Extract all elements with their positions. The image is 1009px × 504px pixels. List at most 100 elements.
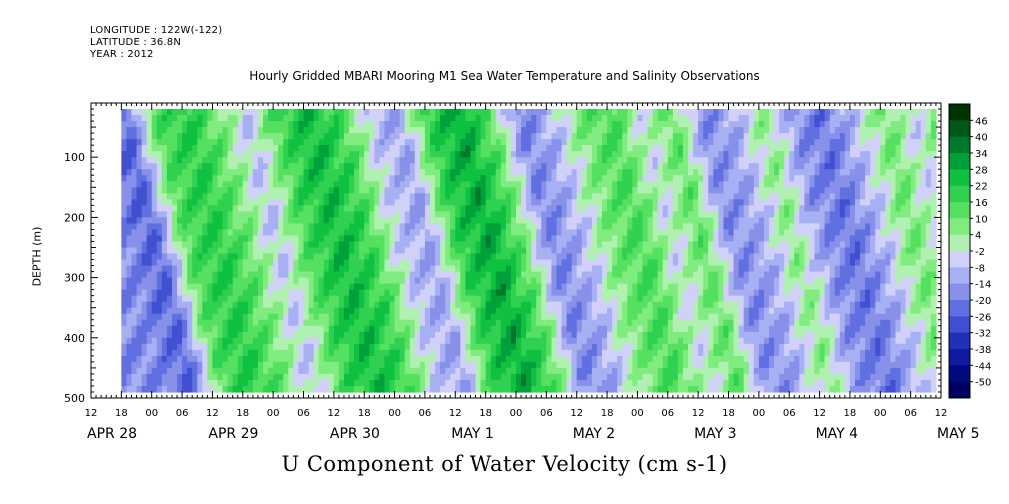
heatmap-cell — [354, 241, 360, 249]
heatmap-cell — [202, 205, 208, 212]
heatmap-cell — [359, 163, 365, 170]
heatmap-cell — [571, 145, 578, 152]
heatmap-cell — [495, 319, 502, 327]
heatmap-cell — [232, 109, 239, 116]
heatmap-cell — [480, 151, 487, 158]
heatmap-cell — [182, 229, 188, 237]
heatmap-cell — [581, 379, 588, 387]
heatmap-cell — [273, 313, 279, 321]
heatmap-cell — [470, 283, 477, 291]
heatmap-cell — [338, 313, 345, 321]
heatmap-cell — [602, 223, 608, 231]
heatmap-cell — [288, 361, 294, 369]
heatmap-cell — [298, 337, 305, 345]
heatmap-cell — [364, 139, 370, 146]
heatmap-cell — [596, 265, 603, 273]
heatmap-cell — [146, 253, 153, 261]
heatmap-cell — [318, 259, 325, 267]
heatmap-cell — [308, 313, 315, 321]
heatmap-cell — [222, 169, 229, 176]
heatmap-cell — [510, 223, 517, 231]
heatmap-cell — [591, 379, 598, 387]
heatmap-cell — [566, 337, 573, 345]
heatmap-cell — [343, 151, 350, 158]
heatmap-cell — [596, 355, 603, 363]
heatmap-cell — [359, 121, 365, 128]
heatmap-cell — [627, 235, 633, 243]
heatmap-cell — [409, 241, 416, 249]
heatmap-cell — [419, 235, 426, 243]
heatmap-cell — [161, 109, 168, 116]
heatmap-cell — [161, 349, 168, 357]
heatmap-cell — [657, 127, 664, 134]
heatmap-cell — [202, 385, 208, 393]
heatmap-cell — [612, 115, 618, 122]
heatmap-cell — [354, 229, 360, 237]
heatmap-cell — [141, 283, 148, 291]
heatmap-cell — [217, 193, 224, 200]
heatmap-cell — [369, 157, 375, 164]
heatmap-cell — [536, 115, 542, 122]
heatmap-cell — [419, 163, 426, 170]
heatmap-cell — [207, 313, 214, 321]
heatmap-cell — [379, 181, 386, 188]
heatmap-cell — [237, 289, 244, 297]
heatmap-cell — [303, 211, 310, 218]
heatmap-cell — [384, 193, 391, 200]
heatmap-cell — [622, 313, 628, 321]
heatmap-cell — [652, 133, 659, 140]
heatmap-cell — [171, 385, 178, 393]
heatmap-cell — [510, 301, 517, 309]
heatmap-cell — [197, 247, 203, 255]
heatmap-cell — [622, 343, 628, 351]
heatmap-cell — [419, 271, 426, 279]
heatmap-cell — [521, 211, 527, 218]
heatmap-cell — [131, 193, 138, 200]
heatmap-cell — [343, 121, 350, 128]
heatmap-cell — [516, 361, 522, 369]
heatmap-cell — [192, 121, 198, 128]
heatmap-cell — [349, 169, 355, 176]
heatmap-cell — [308, 301, 315, 309]
heatmap-cell — [298, 187, 305, 194]
heatmap-cell — [429, 121, 436, 128]
heatmap-cell — [627, 385, 633, 393]
heatmap-cell — [338, 265, 345, 273]
heatmap-cell — [338, 139, 345, 146]
heatmap-cell — [596, 175, 603, 182]
heatmap-cell — [536, 349, 542, 357]
heatmap-cell — [576, 145, 583, 152]
heatmap-cell — [495, 277, 502, 285]
heatmap-cell — [263, 367, 269, 375]
heatmap-cell — [399, 283, 406, 291]
heatmap-cell — [455, 319, 461, 327]
heatmap-cell — [303, 145, 310, 152]
heatmap-cell — [328, 211, 335, 218]
heatmap-cell — [526, 385, 532, 393]
heatmap-cell — [576, 151, 583, 158]
heatmap-cell — [298, 175, 305, 182]
heatmap-cell — [389, 133, 396, 140]
heatmap-cell — [278, 139, 284, 146]
heatmap-cell — [197, 355, 203, 363]
heatmap-cell — [526, 313, 532, 321]
heatmap-cell — [586, 139, 593, 146]
heatmap-cell — [384, 277, 391, 285]
heatmap-cell — [475, 385, 482, 393]
heatmap-cell — [586, 331, 593, 339]
heatmap-cell — [364, 169, 370, 176]
heatmap-cell — [343, 217, 350, 225]
heatmap-cell — [414, 217, 421, 225]
heatmap-cell — [440, 319, 446, 327]
heatmap-cell — [581, 205, 588, 212]
heatmap-cell — [171, 295, 178, 303]
heatmap-cell — [333, 247, 340, 255]
heatmap-cell — [440, 337, 446, 345]
heatmap-cell — [490, 361, 497, 369]
heatmap-cell — [126, 151, 133, 158]
heatmap-cell — [637, 211, 644, 218]
heatmap-cell — [622, 163, 628, 170]
heatmap-cell — [278, 181, 284, 188]
heatmap-cell — [414, 145, 421, 152]
heatmap-cell — [273, 337, 279, 345]
